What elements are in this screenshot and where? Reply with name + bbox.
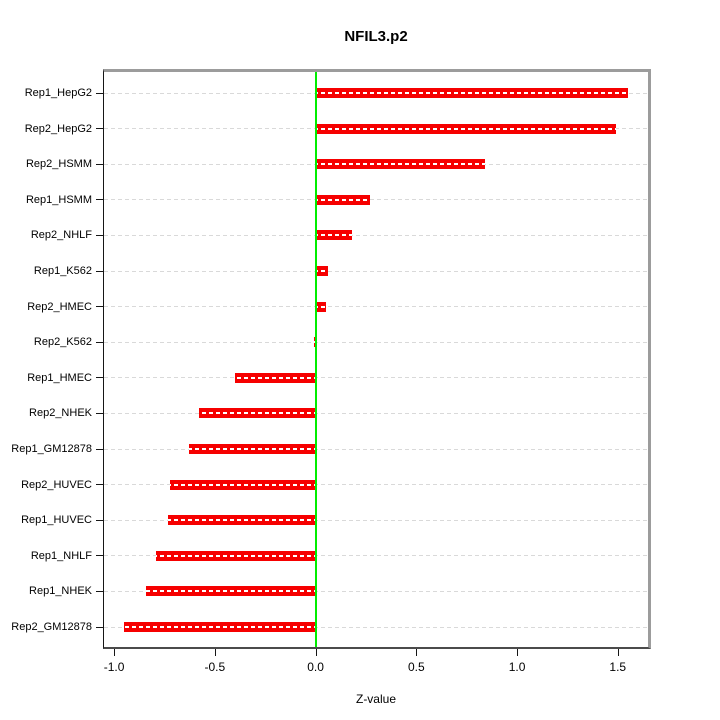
bar-dash [198,412,316,415]
grid-line [104,448,648,450]
bar-Rep1_HUVEC [168,515,316,526]
bar-Rep2_GM12878 [124,622,316,632]
y-tick [96,555,104,557]
plot-area [103,69,651,649]
bar-Rep2_HMEC [315,301,326,312]
x-tick-label: 0.0 [307,660,324,674]
y-tick-label: Rep1_HepG2 [24,87,92,99]
grid-line [104,306,648,308]
grid-line [104,412,648,414]
bar-dash [315,127,616,130]
y-tick-label: Rep2_NHLF [30,229,92,242]
plot-inner [104,72,648,647]
bar-dash [124,626,316,628]
bar-Rep1_NHLF [156,550,316,561]
y-tick-label: Rep1_HUVEC [21,514,92,527]
bar-Rep1_HepG2 [315,88,628,98]
bar-dash [234,376,316,379]
x-tick [315,649,317,656]
y-tick-label: Rep1_K562 [33,265,92,277]
y-tick-label: Rep1_GM12878 [11,443,92,455]
y-tick [96,128,104,130]
y-tick-label: Rep1_NHLF [30,549,92,562]
bar-Rep1_HMEC [234,372,316,383]
bar-Rep1_K562 [315,266,328,276]
y-tick [96,92,104,94]
bar-Rep2_NHEK [198,408,316,419]
y-tick-label: Rep1_HSMM [25,193,92,206]
y-tick [96,163,104,165]
grid-line [104,555,648,557]
y-tick [96,590,104,592]
y-tick [96,234,104,236]
y-tick-label: Rep2_K562 [33,336,92,349]
bar-dash [315,163,485,166]
grid-line [104,270,648,272]
bar-Rep2_HepG2 [315,123,616,134]
y-tick [96,484,104,486]
y-tick [96,519,104,521]
grid-line [104,199,648,201]
y-tick-label: Rep2_GM12878 [11,621,92,633]
chart-title: NFIL3.p2 [344,28,408,45]
bar-Rep2_HUVEC [170,479,316,490]
x-tick [214,649,216,656]
bar-dash [315,92,628,94]
y-tick [96,377,104,379]
grid-line [104,590,648,592]
x-axis-label: Z-value [355,692,396,706]
bar-dash [188,448,316,450]
bar-Rep1_HSMM [315,194,370,205]
y-tick [96,341,104,343]
y-tick [96,270,104,272]
bar-dash [170,483,316,486]
grid-line [104,484,648,486]
bar-Rep1_NHEK [146,586,316,597]
grid-line [104,377,648,379]
bar-dash [315,270,328,272]
grid-line [104,341,648,343]
x-tick-label: 1.5 [609,660,627,674]
x-tick [617,649,619,656]
bar-dash [315,305,326,308]
x-tick [517,649,519,656]
bar-dash [156,554,316,557]
y-tick-label: Rep2_HUVEC [21,478,92,491]
y-tick-label: Rep2_HSMM [25,158,92,171]
y-tick-label: Rep2_HepG2 [24,122,92,135]
zero-line [314,72,317,647]
y-tick [96,306,104,308]
bar-dash [315,234,352,237]
bar-Rep2_K562 [313,337,316,348]
bar-Rep1_GM12878 [188,444,316,454]
y-tick [96,412,104,414]
y-tick [96,626,104,628]
x-tick-label: 1.0 [508,660,526,674]
y-tick-label: Rep2_HMEC [27,300,92,313]
bar-dash [168,519,316,522]
bar-Rep2_NHLF [315,230,352,241]
x-tick-label: -0.5 [204,660,226,674]
grid-line [104,234,648,236]
x-tick [416,649,418,656]
y-tick-label: Rep1_HMEC [27,371,92,384]
x-tick-label: 0.5 [407,660,425,674]
bar-dash [313,341,316,344]
y-tick [96,448,104,450]
bar-dash [315,198,370,201]
y-tick-label: Rep1_NHEK [29,585,92,598]
bar-dash [146,590,316,593]
y-tick-label: Rep2_NHEK [29,407,92,420]
grid-line [104,519,648,521]
x-tick-label: -1.0 [103,660,125,674]
x-tick [114,649,116,656]
grid-line [104,626,648,628]
y-tick [96,199,104,201]
bar-Rep2_HSMM [315,159,485,170]
